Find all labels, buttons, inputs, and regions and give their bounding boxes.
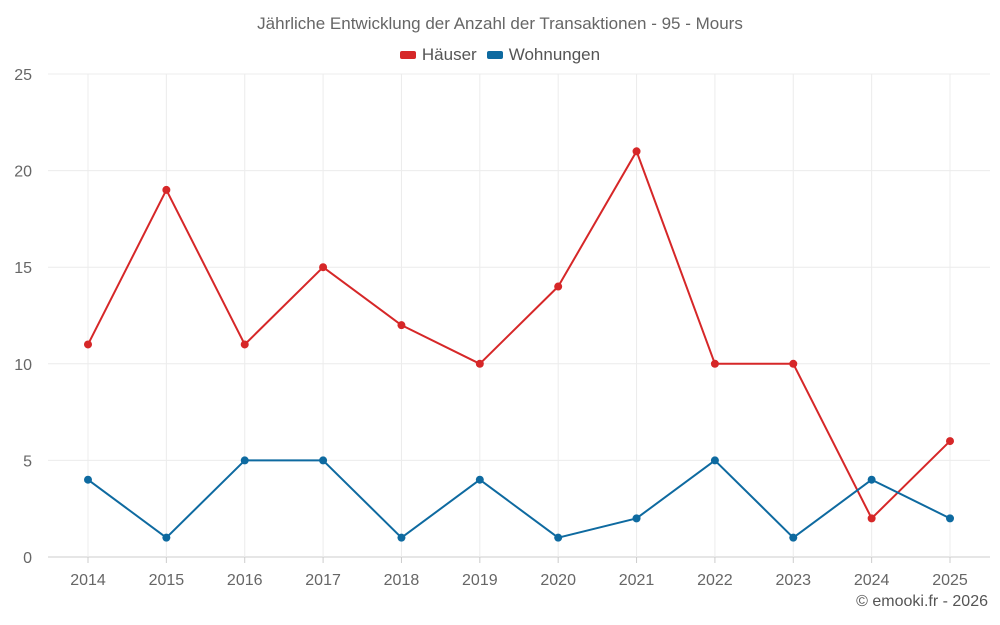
- data-point-haeuser[interactable]: [84, 340, 92, 349]
- legend-label-wohnungen: Wohnungen: [508, 45, 601, 64]
- data-point-haeuser[interactable]: [710, 359, 719, 368]
- x-tick-label: 2015: [149, 572, 185, 589]
- data-point-haeuser[interactable]: [240, 340, 249, 349]
- data-point-wohnungen[interactable]: [789, 533, 798, 542]
- data-point-wohnungen[interactable]: [84, 475, 92, 484]
- data-point-haeuser[interactable]: [475, 359, 484, 368]
- data-point-wohnungen[interactable]: [475, 475, 484, 484]
- data-point-wohnungen[interactable]: [946, 514, 954, 523]
- data-point-wohnungen[interactable]: [240, 456, 249, 465]
- y-tick-label: 15: [14, 260, 32, 277]
- footer-credit: © emooki.fr - 2026: [856, 593, 988, 610]
- y-tick-label: 20: [14, 164, 32, 181]
- series-layer: [84, 147, 954, 542]
- data-point-wohnungen[interactable]: [867, 475, 876, 484]
- data-point-wohnungen[interactable]: [319, 456, 328, 465]
- x-tick-label: 2014: [70, 572, 106, 589]
- legend-swatch-wohnungen: [486, 51, 503, 59]
- data-point-haeuser[interactable]: [162, 185, 171, 194]
- x-tick-label: 2024: [854, 572, 890, 589]
- series-line-haeuser: [87, 150, 951, 520]
- x-tick-label: 2025: [932, 572, 968, 589]
- grid-lines: [48, 73, 990, 558]
- legend: Häuser Wohnungen: [0, 45, 1000, 65]
- x-tick-label: 2016: [227, 572, 263, 589]
- data-point-wohnungen[interactable]: [554, 533, 563, 542]
- x-tick-label: 2018: [384, 572, 420, 589]
- legend-item-haeuser[interactable]: Häuser: [399, 45, 477, 65]
- data-point-haeuser[interactable]: [397, 321, 406, 330]
- data-point-haeuser[interactable]: [554, 282, 563, 291]
- data-point-wohnungen[interactable]: [632, 514, 641, 523]
- data-point-haeuser[interactable]: [867, 514, 876, 523]
- y-tick-label: 10: [14, 357, 32, 374]
- y-tick-label: 0: [23, 550, 32, 567]
- data-point-wohnungen[interactable]: [710, 456, 719, 465]
- data-point-haeuser[interactable]: [319, 263, 328, 272]
- series-line-wohnungen: [87, 459, 951, 539]
- x-tick-label: 2019: [462, 572, 498, 589]
- data-point-wohnungen[interactable]: [162, 533, 171, 542]
- x-tick-label: 2020: [540, 572, 576, 589]
- legend-item-wohnungen[interactable]: Wohnungen: [486, 45, 601, 65]
- data-point-haeuser[interactable]: [789, 359, 798, 368]
- data-point-haeuser[interactable]: [946, 437, 954, 446]
- x-tick-label: 2023: [775, 572, 811, 589]
- legend-label-haeuser: Häuser: [421, 45, 477, 64]
- y-tick-label: 5: [23, 453, 32, 470]
- data-point-haeuser[interactable]: [632, 147, 641, 156]
- legend-swatch-haeuser: [399, 51, 416, 59]
- data-point-wohnungen[interactable]: [397, 533, 406, 542]
- x-tick-label: 2022: [697, 572, 733, 589]
- y-tick-label: 25: [14, 67, 32, 84]
- chart-title: Jährliche Entwicklung der Anzahl der Tra…: [257, 14, 743, 33]
- x-tick-label: 2017: [305, 572, 341, 589]
- x-tick-label: 2021: [619, 572, 655, 589]
